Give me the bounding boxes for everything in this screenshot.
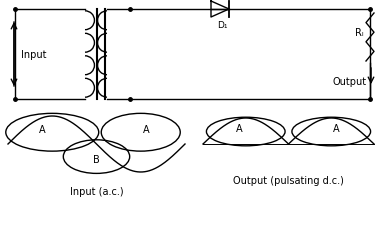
Text: B: B xyxy=(93,155,100,165)
Text: D₁: D₁ xyxy=(217,21,227,30)
Text: Rₗ: Rₗ xyxy=(355,28,364,38)
Text: A: A xyxy=(333,124,340,134)
Text: A: A xyxy=(235,124,242,134)
Text: Output: Output xyxy=(333,77,367,87)
Text: Output (pulsating d.c.): Output (pulsating d.c.) xyxy=(233,175,344,185)
Text: A: A xyxy=(39,124,45,134)
Text: Input (a.c.): Input (a.c.) xyxy=(70,186,123,196)
Text: Input: Input xyxy=(21,50,47,60)
Text: A: A xyxy=(142,124,149,134)
